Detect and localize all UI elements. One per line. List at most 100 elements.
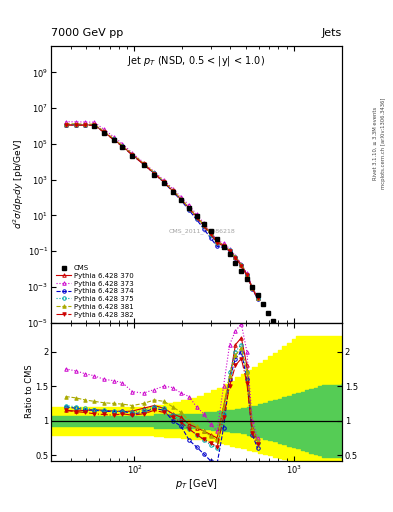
Pythia 6.428 370 [233, 253, 238, 260]
CMS [280, 336, 285, 342]
Pythia 6.428 374 [162, 179, 166, 185]
Pythia 6.428 374 [92, 122, 97, 128]
Pythia 6.428 374 [83, 122, 87, 128]
CMS [152, 172, 156, 178]
Pythia 6.428 375 [73, 121, 78, 127]
Pythia 6.428 373 [141, 159, 146, 165]
Pythia 6.428 381 [141, 160, 146, 166]
Pythia 6.428 374 [239, 262, 244, 268]
Pythia 6.428 373 [179, 194, 184, 200]
Pythia 6.428 370 [152, 170, 156, 176]
Line: Pythia 6.428 381: Pythia 6.428 381 [64, 122, 259, 300]
Pythia 6.428 382 [152, 170, 156, 177]
Pythia 6.428 373 [250, 284, 255, 290]
CMS [162, 180, 166, 186]
Pythia 6.428 370 [162, 179, 166, 185]
CMS [130, 153, 135, 159]
Pythia 6.428 382 [239, 263, 244, 269]
Pythia 6.428 373 [101, 126, 106, 132]
Pythia 6.428 370 [179, 196, 184, 202]
Pythia 6.428 373 [208, 228, 213, 234]
Pythia 6.428 375 [250, 285, 255, 291]
Pythia 6.428 370 [130, 152, 135, 158]
Line: Pythia 6.428 374: Pythia 6.428 374 [64, 123, 259, 301]
Pythia 6.428 382 [73, 122, 78, 128]
Legend: CMS, Pythia 6.428 370, Pythia 6.428 373, Pythia 6.428 374, Pythia 6.428 375, Pyt: CMS, Pythia 6.428 370, Pythia 6.428 373,… [55, 263, 135, 319]
Pythia 6.428 375 [201, 223, 206, 229]
Pythia 6.428 373 [244, 270, 249, 276]
CMS [244, 276, 249, 282]
Pythia 6.428 375 [83, 122, 87, 128]
Line: CMS: CMS [92, 123, 324, 438]
Pythia 6.428 373 [194, 211, 199, 218]
CMS [221, 244, 226, 250]
Pythia 6.428 374 [73, 122, 78, 128]
Pythia 6.428 382 [141, 161, 146, 167]
Line: Pythia 6.428 373: Pythia 6.428 373 [64, 120, 259, 299]
CMS [194, 212, 199, 219]
CMS [311, 406, 316, 412]
Pythia 6.428 373 [63, 119, 68, 125]
Text: Rivet 3.1.10, ≥ 3.3M events: Rivet 3.1.10, ≥ 3.3M events [373, 106, 378, 180]
Pythia 6.428 382 [162, 179, 166, 185]
CMS [233, 260, 238, 266]
Pythia 6.428 382 [194, 215, 199, 221]
Line: Pythia 6.428 370: Pythia 6.428 370 [64, 123, 259, 300]
CMS [250, 284, 255, 290]
Pythia 6.428 373 [171, 186, 175, 192]
Pythia 6.428 375 [187, 206, 191, 212]
Pythia 6.428 382 [227, 248, 232, 254]
Pythia 6.428 375 [101, 129, 106, 135]
CMS [307, 395, 312, 401]
Text: Jet $p_T$ (NSD, 0.5 < |y| < 1.0): Jet $p_T$ (NSD, 0.5 < |y| < 1.0) [127, 54, 266, 69]
Pythia 6.428 370 [73, 122, 78, 128]
Pythia 6.428 375 [130, 152, 135, 158]
Pythia 6.428 370 [111, 136, 116, 142]
Pythia 6.428 382 [101, 129, 106, 135]
Pythia 6.428 375 [208, 231, 213, 238]
Pythia 6.428 381 [63, 121, 68, 127]
Pythia 6.428 375 [227, 247, 232, 253]
Pythia 6.428 370 [244, 271, 249, 278]
Pythia 6.428 375 [63, 121, 68, 127]
Pythia 6.428 375 [194, 215, 199, 221]
Pythia 6.428 373 [120, 141, 125, 147]
CMS [215, 236, 220, 242]
Pythia 6.428 381 [111, 136, 116, 142]
X-axis label: $p_T$ [GeV]: $p_T$ [GeV] [175, 477, 218, 492]
Pythia 6.428 373 [83, 119, 87, 125]
Pythia 6.428 374 [201, 226, 206, 232]
CMS [120, 144, 125, 151]
CMS [141, 162, 146, 168]
Pythia 6.428 382 [111, 137, 116, 143]
Pythia 6.428 374 [141, 161, 146, 167]
Pythia 6.428 381 [171, 187, 175, 194]
Pythia 6.428 374 [130, 152, 135, 158]
Pythia 6.428 374 [194, 217, 199, 223]
CMS [101, 130, 106, 136]
CMS [285, 345, 289, 351]
Pythia 6.428 381 [233, 254, 238, 261]
Pythia 6.428 373 [162, 177, 166, 183]
Pythia 6.428 375 [233, 254, 238, 260]
Pythia 6.428 374 [120, 143, 125, 150]
Pythia 6.428 375 [239, 262, 244, 268]
Pythia 6.428 373 [111, 134, 116, 140]
CMS [315, 418, 320, 424]
Pythia 6.428 373 [221, 240, 226, 246]
Y-axis label: Ratio to CMS: Ratio to CMS [25, 365, 34, 418]
Pythia 6.428 370 [255, 295, 260, 301]
CMS [294, 364, 298, 370]
Pythia 6.428 381 [130, 151, 135, 157]
CMS [275, 327, 280, 333]
CMS [289, 354, 294, 360]
CMS [320, 432, 324, 438]
Pythia 6.428 381 [255, 295, 260, 301]
Pythia 6.428 381 [187, 205, 191, 211]
Pythia 6.428 374 [179, 197, 184, 203]
Pythia 6.428 375 [221, 243, 226, 249]
Pythia 6.428 381 [239, 262, 244, 268]
Pythia 6.428 375 [179, 197, 184, 203]
Pythia 6.428 373 [201, 220, 206, 226]
Pythia 6.428 382 [244, 272, 249, 279]
